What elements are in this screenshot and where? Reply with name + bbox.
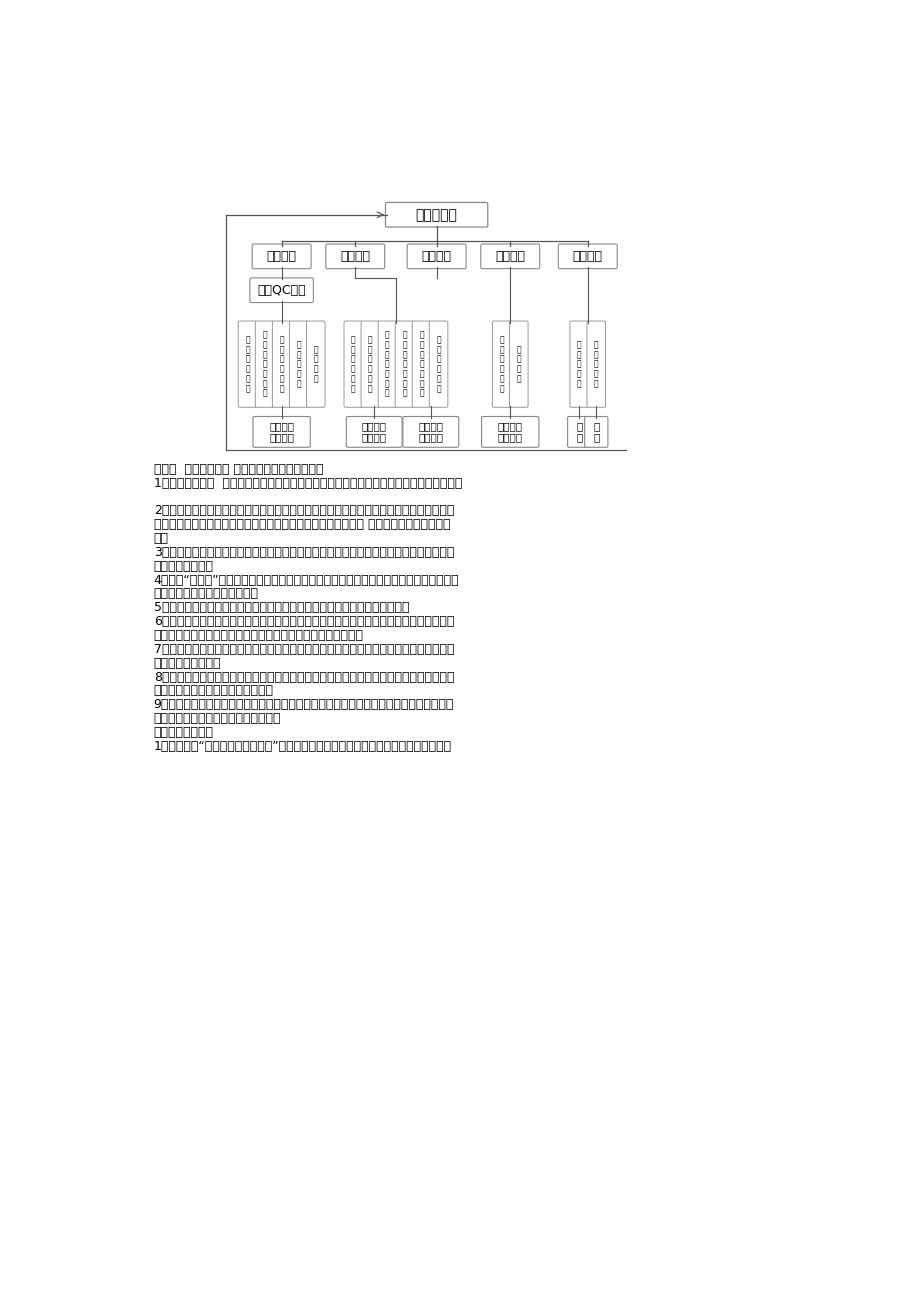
FancyBboxPatch shape [492,322,510,408]
FancyBboxPatch shape [481,243,539,268]
Text: 奖
惩: 奖 惩 [575,422,582,443]
Text: 序的大面积施工。: 序的大面积施工。 [153,560,213,573]
FancyBboxPatch shape [255,322,274,408]
Text: 制度保证: 制度保证 [340,250,369,263]
FancyBboxPatch shape [584,417,607,448]
FancyBboxPatch shape [272,322,290,408]
Text: 质
量
意
识
教
育: 质 量 意 识 教 育 [499,336,504,393]
Text: 4．坚持“三检制”：班组设自检员，施工队设专检人员，每道工序都要坚持自检、互检、交: 4．坚持“三检制”：班组设自检员，施工队设专检人员，每道工序都要坚持自检、互检、… [153,574,459,587]
Text: 量目标，确保质量总目标的顺当实现。: 量目标，确保质量总目标的顺当实现。 [153,712,281,725]
Text: 动。做到事事的标准，人人按标准。: 动。做到事事的标准，人人按标准。 [153,685,274,698]
Text: 经济保证: 经济保证 [573,250,602,263]
Text: 质
量
指
标
奖: 质 量 指 标 奖 [576,340,581,388]
Text: 施工分项没有达到规定标准，不预拨付工程款、工程量不得确认 质量没把握，不得接着施: 施工分项没有达到规定标准，不预拨付工程款、工程量不得确认 质量没把握，不得接着施 [153,518,449,531]
Text: 工。: 工。 [153,533,168,546]
Text: 技
术
创
新
措
施: 技 术 创 新 措 施 [436,336,440,393]
Text: 其次节  质量保证措施 一、执行下列质量管理制度: 其次节 质量保证措施 一、执行下列质量管理制度 [153,462,323,475]
Text: 项
目
部
自
检: 项 目 部 自 检 [296,340,301,388]
Text: 技
术
培
训: 技 术 培 训 [516,345,520,383]
Text: 优
质
工
程
奖: 优 质 工 程 奖 [594,340,598,388]
FancyBboxPatch shape [481,417,539,448]
Text: 8．坚持标准化制：对工作做法，日常工作程序要制定标准。使之整齐划一，不得人为必改: 8．坚持标准化制：对工作做法，日常工作程序要制定标准。使之整齐划一，不得人为必改 [153,671,454,684]
Text: 工
程
部
质
量
检: 工 程 部 质 量 检 [279,336,284,393]
Text: 5．坚持方案先行制：每项工作有好用有效的书面技术措施，否则不得施工。: 5．坚持方案先行制：每项工作有好用有效的书面技术措施，否则不得施工。 [153,602,409,615]
FancyBboxPatch shape [395,322,414,408]
Text: 组织保证: 组织保证 [267,250,296,263]
FancyBboxPatch shape [360,322,380,408]
Text: 岗
位
质
量
责
任
制: 岗 位 质 量 责 任 制 [385,331,390,397]
FancyBboxPatch shape [346,417,402,448]
Text: 标
准
化
管
理
措
施: 标 准 化 管 理 措 施 [419,331,424,397]
Text: 2．质量推翻制：坚持质量一票推翻制，管理人员所负责的质量方面出了问题，扣发奖金；: 2．质量推翻制：坚持质量一票推翻制，管理人员所负责的质量方面出了问题，扣发奖金； [153,504,454,517]
Text: 1．质量活动日制  每周三定为质量活动日，在当天组织质量专题会，实施质量联检、评比。: 1．质量活动日制 每周三定为质量活动日，在当天组织质量专题会，实施质量联检、评比… [153,477,461,490]
FancyBboxPatch shape [253,417,310,448]
FancyBboxPatch shape [412,322,430,408]
FancyBboxPatch shape [306,322,324,408]
Text: 3．坚持样板制：全部工序施工前，必需先作样板，经各有关人员验收合格后，方可进行工: 3．坚持样板制：全部工序施工前，必需先作样板，经各有关人员验收合格后，方可进行工 [153,546,454,559]
Text: 各级QC小组: 各级QC小组 [257,284,306,297]
FancyBboxPatch shape [378,322,396,408]
FancyBboxPatch shape [325,243,384,268]
Text: 1、仔细贯彻“百年大计，质量第一”的方针，为用户着想，为业主服务，坚决听从监理工: 1、仔细贯彻“百年大计，质量第一”的方针，为用户着想，为业主服务，坚决听从监理工 [153,740,451,753]
FancyBboxPatch shape [403,417,459,448]
FancyBboxPatch shape [567,417,590,448]
Text: 二、主要保证措施: 二、主要保证措施 [153,727,213,740]
Text: 质
量
奖
罚
制
定: 质 量 奖 罚 制 定 [368,336,372,393]
FancyBboxPatch shape [407,243,466,268]
Text: 素质保证: 素质保证 [494,250,525,263]
FancyBboxPatch shape [238,322,256,408]
Text: 上
级
质
量
监
督: 上 级 质 量 监 督 [245,336,250,393]
Text: 质量管理
联合攻关: 质量管理 联合攻关 [269,422,294,443]
Text: 思想教育
技术培训: 思想教育 技术培训 [497,422,522,443]
FancyBboxPatch shape [586,322,605,408]
FancyBboxPatch shape [344,322,362,408]
Text: 优
质: 优 质 [593,422,599,443]
FancyBboxPatch shape [252,243,311,268]
FancyBboxPatch shape [509,322,528,408]
FancyBboxPatch shape [558,243,617,268]
Text: 措施保证: 措施保证 [421,250,451,263]
Text: 创优质工程: 创优质工程 [415,208,457,221]
Text: 目标划分
各负其责: 目标划分 各负其责 [361,422,386,443]
FancyBboxPatch shape [429,322,448,408]
Text: 创
优
质
工
程
措
施: 创 优 质 工 程 措 施 [402,331,406,397]
Text: 据及质量等级，合格部位贴上质量合格证，不合格者返工重做。: 据及质量等级，合格部位贴上质量合格证，不合格者返工重做。 [153,629,363,642]
Text: 7．坚持审核制：每一项工作至少有一个人进行审核，特殊对技术措施及施工实施，必需多: 7．坚持审核制：每一项工作至少有一个人进行审核，特殊对技术措施及施工实施，必需多 [153,643,454,656]
Text: 9．坚持质量目标管理制：依据本工程质量目标，制定具体的阶段目标及分部、分项工程质: 9．坚持质量目标管理制：依据本工程质量目标，制定具体的阶段目标及分部、分项工程质 [153,698,454,711]
Text: 6．坚持质量合格证制：每个部位施工完，应由质检人员进行检查，标出作业人员、质量数: 6．坚持质量合格证制：每个部位施工完，应由质检人员进行检查，标出作业人员、质量数 [153,615,454,628]
FancyBboxPatch shape [569,322,588,408]
Text: 班
组
初
检: 班 组 初 检 [313,345,318,383]
Text: 措施落实
规范程序: 措施落实 规范程序 [418,422,443,443]
FancyBboxPatch shape [250,277,313,302]
FancyBboxPatch shape [385,202,487,227]
Text: 监
理
部
质
量
控
制: 监 理 部 质 量 控 制 [262,331,267,397]
Text: 接检，否则不得进行下道工序。: 接检，否则不得进行下道工序。 [153,587,258,600]
Text: 质
量
检
查
制
度: 质 量 检 查 制 度 [351,336,356,393]
Text: 道把关、双重保险。: 道把关、双重保险。 [153,656,221,669]
FancyBboxPatch shape [289,322,308,408]
